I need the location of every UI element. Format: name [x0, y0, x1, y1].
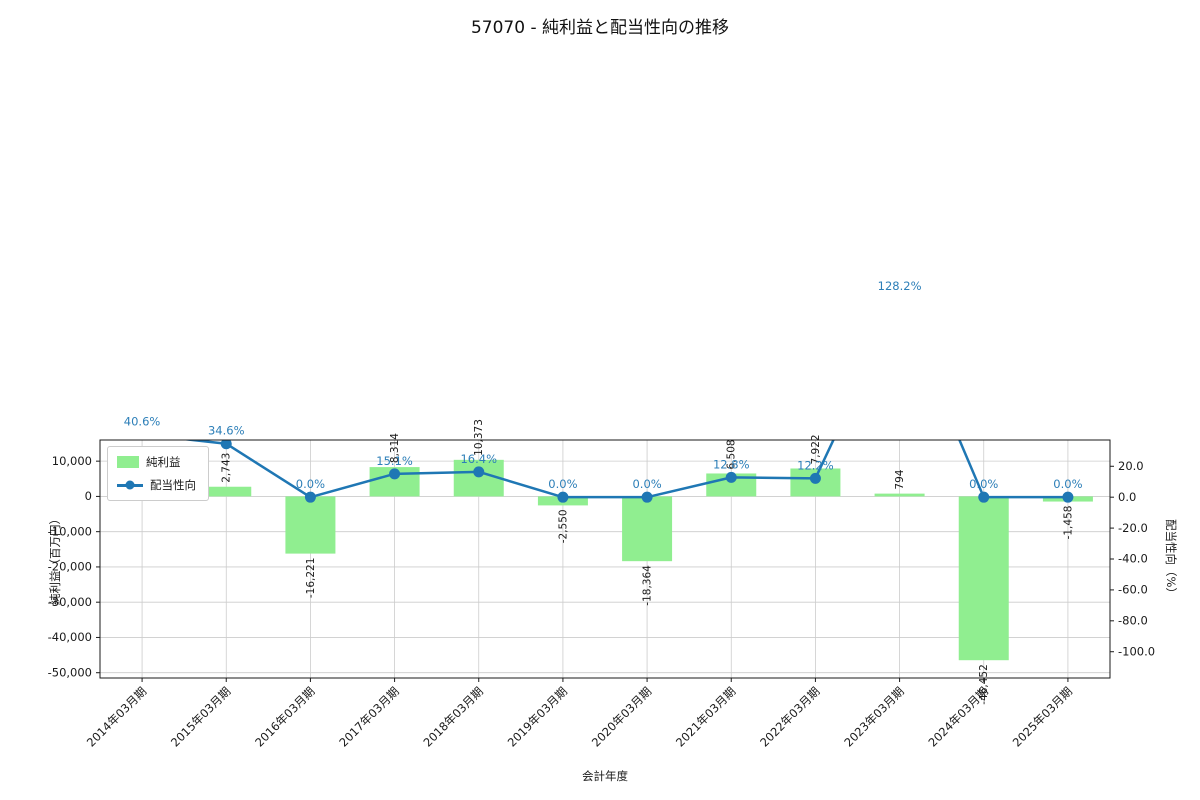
x-tick-label: 2018年03月期 [421, 684, 486, 749]
net-income-bar[interactable] [285, 496, 336, 554]
payout-line-marker[interactable] [1062, 491, 1074, 503]
left-tick-label: -30,000 [48, 595, 92, 609]
x-tick-label: 2020年03月期 [589, 684, 654, 749]
legend-label-net-income: 純利益 [146, 455, 181, 469]
payout-line-marker[interactable] [725, 471, 737, 483]
net-income-bar[interactable] [201, 486, 252, 497]
payout-line-marker[interactable] [304, 491, 316, 503]
right-tick-label: -80.0 [1118, 613, 1148, 627]
x-tick-label: 2022年03月期 [757, 684, 822, 749]
payout-value-label: 15.1% [376, 454, 413, 468]
payout-line-marker[interactable] [978, 491, 990, 503]
left-tick-label: -10,000 [48, 524, 92, 538]
x-tick-label: 2019年03月期 [505, 684, 570, 749]
bar-value-label: -16,221 [305, 558, 317, 599]
bar-value-label: -1,458 [1062, 506, 1074, 540]
legend-item-payout-ratio: 配当性向 [117, 477, 196, 493]
plot-area [100, 440, 1110, 678]
net-income-bar[interactable] [958, 496, 1009, 661]
chart-title: 57070 - 純利益と配当性向の推移 [470, 18, 730, 38]
payout-line-marker[interactable] [557, 491, 569, 503]
x-tick-label: 2025年03月期 [1010, 684, 1075, 749]
x-tick-label: 2021年03月期 [673, 684, 738, 749]
right-tick-label: 0.0 [1118, 490, 1136, 504]
x-tick-label: 2024年03月期 [926, 684, 991, 749]
left-axis-title: 純利益（百万円） [48, 513, 62, 605]
payout-value-label: 34.6% [208, 424, 245, 438]
x-tick-label: 2014年03月期 [84, 684, 149, 749]
axes-frame [99, 439, 1111, 679]
right-tick-label: -60.0 [1118, 583, 1148, 597]
x-tick-label: 2017年03月期 [336, 684, 401, 749]
x-tick-label: 2015年03月期 [168, 684, 233, 749]
payout-line-marker[interactable] [389, 468, 401, 480]
payout-value-label: 0.0% [1053, 477, 1082, 491]
payout-value-label: 0.0% [632, 477, 661, 491]
x-tick-label: 2016年03月期 [252, 684, 317, 749]
legend-label-payout-ratio: 配当性向 [150, 478, 196, 492]
bar-value-label: -46,452 [978, 664, 990, 705]
net-income-bar[interactable] [874, 493, 925, 497]
payout-value-label: 0.0% [548, 477, 577, 491]
right-tick-label: -20.0 [1118, 521, 1148, 535]
payout-line-marker[interactable] [809, 472, 821, 484]
net-income-bar[interactable] [622, 496, 673, 562]
payout-value-label: 16.4% [460, 452, 497, 466]
legend-item-net-income: 純利益 [117, 454, 196, 470]
bar-value-label: -18,364 [641, 565, 653, 606]
bar-value-label: 10,373 [473, 419, 485, 456]
payout-value-label: 12.8% [713, 457, 750, 471]
right-axis-title: 配当性向（%） [1164, 519, 1178, 599]
right-tick-label: -40.0 [1118, 552, 1148, 566]
bar-value-label: -2,550 [557, 509, 569, 543]
left-tick-label: -50,000 [48, 665, 92, 679]
payout-value-label: 0.0% [296, 477, 325, 491]
payout-line-swatch-icon [117, 480, 143, 490]
left-tick-label: 10,000 [52, 454, 92, 468]
payout-value-label: 40.6% [124, 414, 161, 428]
payout-line-marker[interactable] [641, 491, 653, 503]
bar-value-label: 7,922 [810, 434, 822, 464]
net-income-swatch-icon [117, 456, 139, 468]
payout-value-label: 0.0% [969, 477, 998, 491]
x-axis-title: 会計年度 [582, 769, 628, 783]
payout-line-group [137, 294, 1074, 503]
payout-line [181, 440, 1068, 499]
left-tick-label: -40,000 [48, 630, 92, 644]
payout-line-marker[interactable] [220, 438, 232, 450]
bar-value-label: 2,743 [221, 453, 233, 483]
payout-value-label: 12.2% [797, 458, 834, 472]
left-tick-label: 0 [85, 489, 92, 503]
right-tick-label: 20.0 [1118, 459, 1144, 473]
bar-value-label: 6,508 [726, 439, 738, 469]
payout-line-marker[interactable] [894, 294, 905, 305]
payout-line-marker[interactable] [473, 466, 485, 478]
left-tick-label: -20,000 [48, 560, 92, 574]
legend: 純利益 配当性向 [107, 446, 209, 501]
x-tick-label: 2023年03月期 [841, 684, 906, 749]
payout-value-label: 128.2% [878, 279, 922, 293]
bar-value-label: 794 [894, 469, 906, 489]
payout-line-marker[interactable] [137, 429, 148, 440]
right-tick-label: -100.0 [1118, 644, 1155, 658]
payout-marker-icon [125, 480, 135, 490]
